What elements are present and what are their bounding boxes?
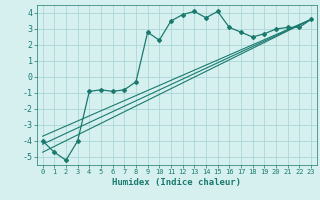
X-axis label: Humidex (Indice chaleur): Humidex (Indice chaleur)	[112, 178, 241, 187]
